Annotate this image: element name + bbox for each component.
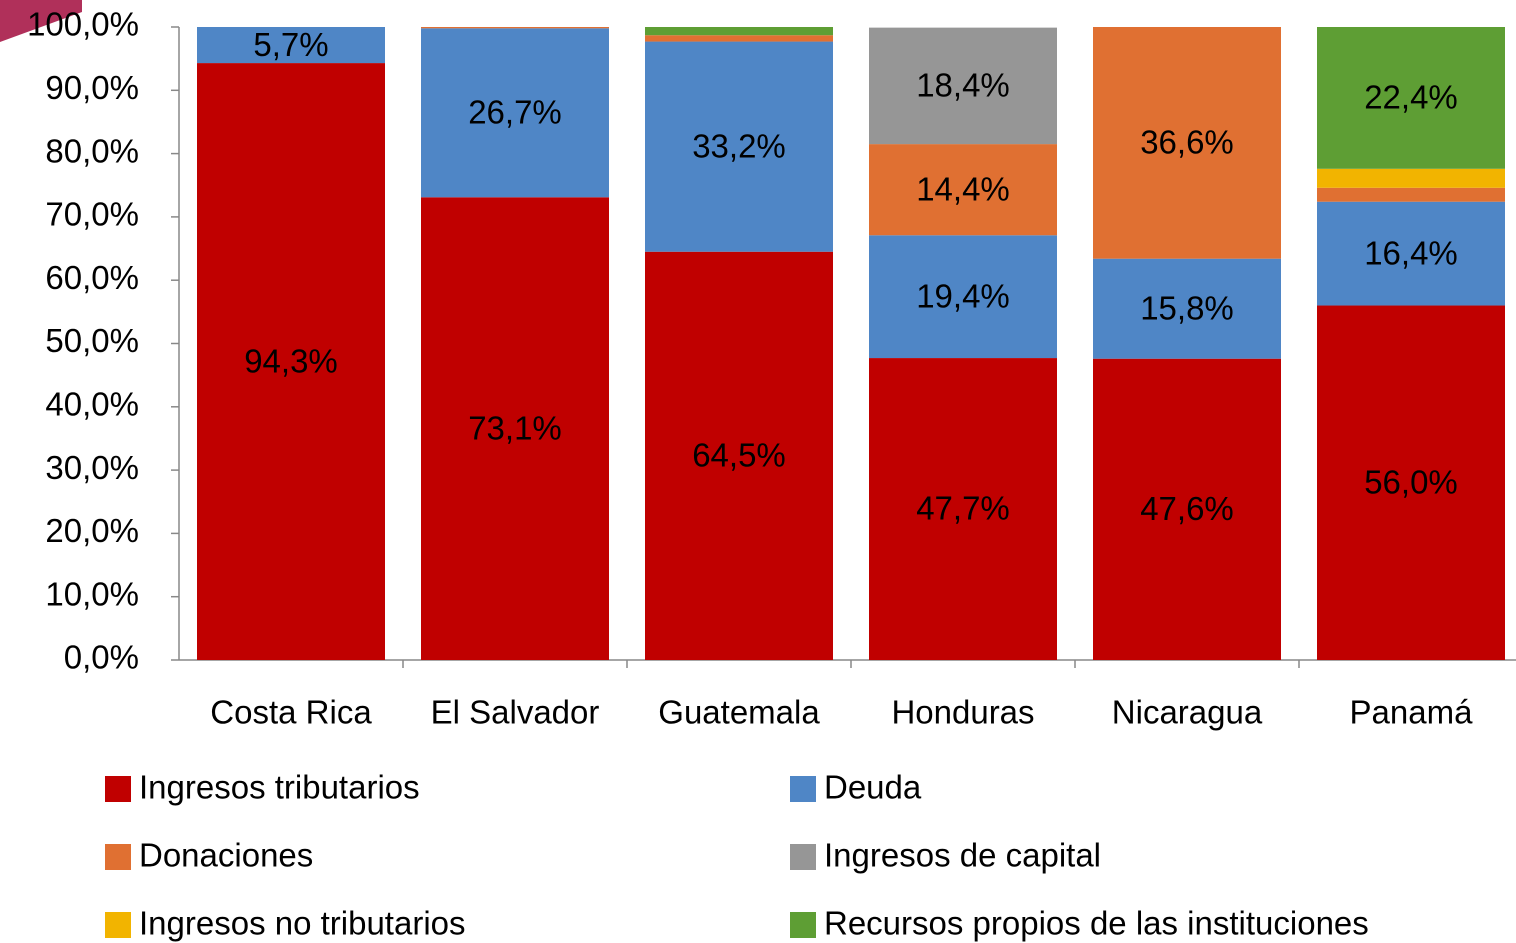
data-label: 33,2% — [692, 127, 786, 164]
x-tick-label: Honduras — [891, 694, 1034, 731]
data-label: 47,7% — [916, 490, 1010, 527]
bar-segment — [1093, 258, 1281, 359]
x-tick-label: Panamá — [1350, 694, 1474, 731]
y-tick-label: 0,0% — [64, 639, 139, 676]
y-tick-label: 70,0% — [45, 196, 139, 233]
legend-swatch — [105, 776, 131, 802]
legend-swatch — [790, 912, 816, 938]
bar-segment — [869, 27, 1057, 145]
legend-label: Deuda — [824, 769, 922, 806]
bar-segment — [197, 27, 385, 64]
legend-swatch — [105, 844, 131, 870]
bar-segment — [421, 27, 609, 29]
data-label: 56,0% — [1364, 463, 1458, 500]
legend-label: Donaciones — [139, 837, 313, 874]
legend-swatch — [790, 776, 816, 802]
data-label: 5,7% — [253, 26, 328, 63]
y-tick-label: 40,0% — [45, 386, 139, 423]
bar-segment — [645, 27, 833, 36]
legend-swatch — [790, 844, 816, 870]
bar-segment — [1317, 168, 1505, 188]
data-label: 64,5% — [692, 437, 786, 474]
y-tick-label: 80,0% — [45, 132, 139, 169]
x-tick-label: Costa Rica — [210, 694, 372, 731]
bar-segment — [869, 358, 1057, 660]
y-tick-label: 100,0% — [27, 6, 139, 43]
bar-segment — [197, 63, 385, 661]
legend-label: Recursos propios de las instituciones — [824, 905, 1369, 942]
bar-segment — [869, 144, 1057, 236]
x-tick-label: Nicaragua — [1112, 694, 1263, 731]
data-label: 22,4% — [1364, 79, 1458, 116]
data-label: 14,4% — [916, 170, 1010, 207]
data-label: 19,4% — [916, 277, 1010, 314]
bar-segment — [869, 235, 1057, 359]
bar-segment — [1317, 305, 1505, 660]
bar-segment — [645, 35, 833, 42]
data-label: 36,6% — [1140, 124, 1234, 161]
data-label: 15,8% — [1140, 289, 1234, 326]
y-tick-label: 60,0% — [45, 259, 139, 296]
x-tick-label: Guatemala — [658, 694, 820, 731]
data-label: 94,3% — [244, 342, 338, 379]
legend-label: Ingresos tributarios — [139, 769, 420, 806]
bar-segment — [645, 41, 833, 252]
legend-label: Ingresos de capital — [824, 837, 1101, 874]
data-label: 73,1% — [468, 409, 562, 446]
bar-segment — [1317, 187, 1505, 202]
bar-segment — [1317, 201, 1505, 306]
data-label: 18,4% — [916, 67, 1010, 104]
legend-label: Ingresos no tributarios — [139, 905, 466, 942]
corner-decoration — [0, 0, 82, 42]
x-tick-label: El Salvador — [431, 694, 600, 731]
bar-segment — [1093, 358, 1281, 660]
bar-segment — [645, 251, 833, 660]
y-tick-label: 30,0% — [45, 449, 139, 486]
y-tick-label: 10,0% — [45, 575, 139, 612]
legend-swatch — [105, 912, 131, 938]
y-tick-label: 50,0% — [45, 322, 139, 359]
bar-segment — [421, 197, 609, 661]
bar-segment — [1317, 27, 1505, 169]
data-label: 47,6% — [1140, 490, 1234, 527]
y-tick-label: 20,0% — [45, 512, 139, 549]
data-label: 26,7% — [468, 93, 562, 130]
y-tick-label: 90,0% — [45, 69, 139, 106]
bar-segment — [421, 28, 609, 198]
bar-segment — [1093, 27, 1281, 259]
data-label: 16,4% — [1364, 234, 1458, 271]
